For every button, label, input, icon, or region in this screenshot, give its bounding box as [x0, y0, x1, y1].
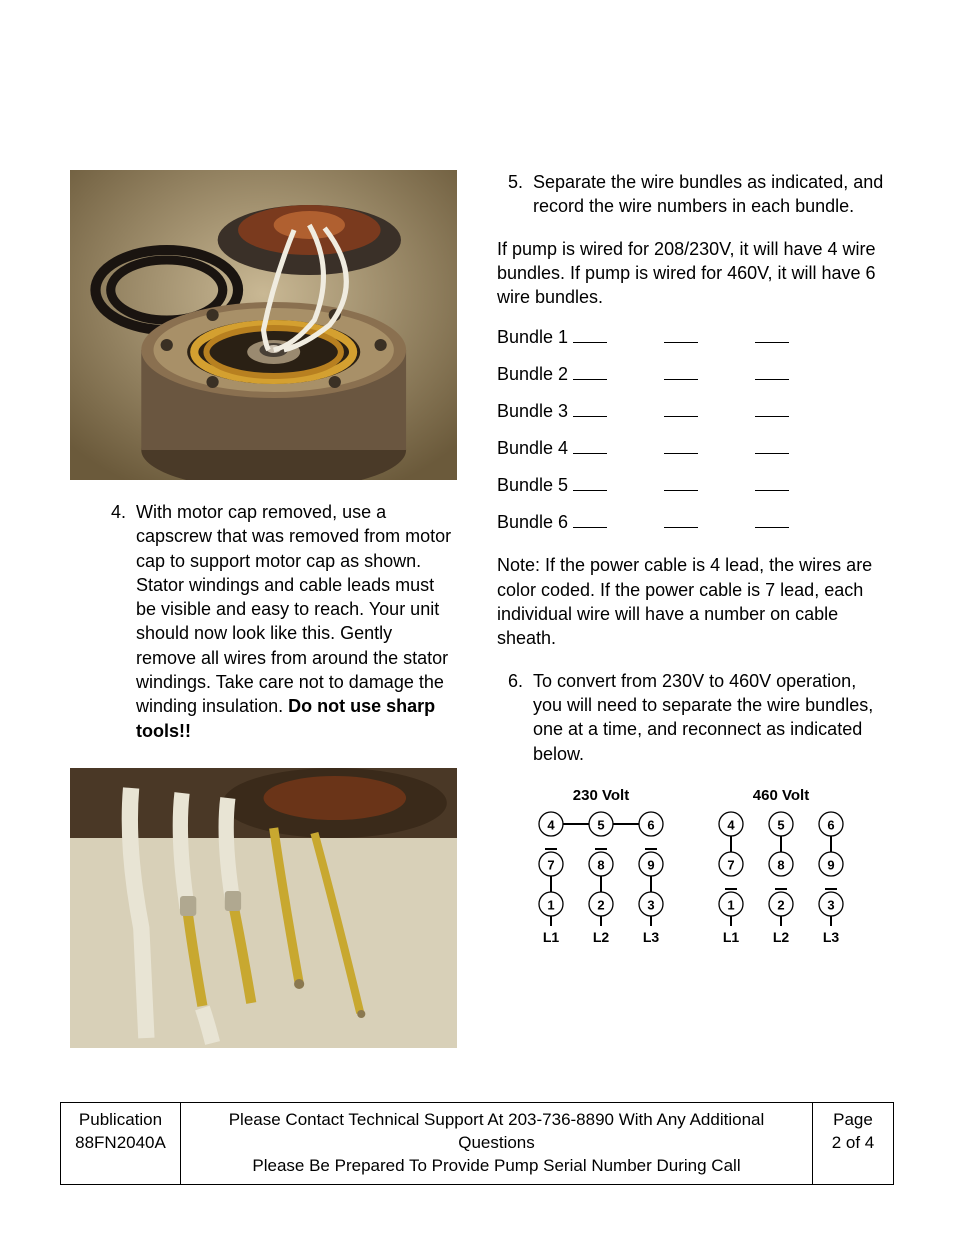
- svg-text:L1: L1: [542, 929, 559, 945]
- title-230: 230 Volt: [572, 787, 628, 804]
- page-number: 2 of 4: [823, 1132, 883, 1155]
- left-column: 4. With motor cap removed, use a capscre…: [70, 60, 457, 1048]
- svg-text:L3: L3: [642, 929, 659, 945]
- blank-field[interactable]: [755, 416, 789, 417]
- blank-field[interactable]: [664, 416, 698, 417]
- footer-page: Page 2 of 4: [813, 1103, 893, 1184]
- step-6-number: 6.: [497, 669, 523, 766]
- blank-field[interactable]: [664, 527, 698, 528]
- content-columns: 4. With motor cap removed, use a capscre…: [70, 60, 884, 1048]
- publication-label: Publication: [71, 1109, 170, 1132]
- bundle-row: Bundle 4: [497, 438, 884, 459]
- bundle-row: Bundle 6: [497, 512, 884, 533]
- page-label: Page: [823, 1109, 883, 1132]
- svg-text:6: 6: [647, 817, 654, 832]
- svg-text:7: 7: [727, 857, 734, 872]
- cable-lead-note: Note: If the power cable is 4 lead, the …: [497, 553, 884, 650]
- svg-text:2: 2: [777, 897, 784, 912]
- step-4-body: With motor cap removed, use a capscrew t…: [136, 502, 451, 716]
- bundle-row: Bundle 5: [497, 475, 884, 496]
- bundle-label: Bundle 6: [497, 512, 568, 533]
- blank-field[interactable]: [664, 490, 698, 491]
- blank-field[interactable]: [573, 490, 607, 491]
- step-4-text: With motor cap removed, use a capscrew t…: [136, 500, 457, 743]
- footer-publication: Publication 88FN2040A: [61, 1103, 181, 1184]
- svg-text:5: 5: [597, 817, 604, 832]
- blank-field[interactable]: [755, 379, 789, 380]
- blank-field[interactable]: [573, 379, 607, 380]
- svg-text:L2: L2: [772, 929, 789, 945]
- blank-field[interactable]: [755, 342, 789, 343]
- diagram-460v: 4 5 6 7 8 9 1 2 3 L1 L2 L3: [719, 812, 843, 945]
- photo-wire-bundles: [70, 768, 457, 1048]
- blank-field[interactable]: [573, 342, 607, 343]
- blank-field[interactable]: [664, 342, 698, 343]
- blank-field[interactable]: [573, 527, 607, 528]
- svg-text:L2: L2: [592, 929, 609, 945]
- blank-field[interactable]: [573, 416, 607, 417]
- step-4-number: 4.: [100, 500, 126, 743]
- support-line-1: Please Contact Technical Support At 203-…: [191, 1109, 802, 1155]
- svg-text:4: 4: [727, 817, 735, 832]
- svg-text:9: 9: [647, 857, 654, 872]
- svg-text:3: 3: [647, 897, 654, 912]
- svg-text:6: 6: [827, 817, 834, 832]
- blank-field[interactable]: [755, 490, 789, 491]
- step-5-text: Separate the wire bundles as indicated, …: [533, 170, 884, 219]
- bundle-label: Bundle 5: [497, 475, 568, 496]
- wiring-diagram: 230 Volt 460 Volt 4 5 6 7 8 9 1 2 3 L1 L2 L3 4 5 6 7 8 9…: [511, 784, 871, 954]
- svg-text:1: 1: [547, 897, 554, 912]
- svg-text:3: 3: [827, 897, 834, 912]
- svg-text:L1: L1: [722, 929, 739, 945]
- svg-text:1: 1: [727, 897, 734, 912]
- bundle-label: Bundle 2: [497, 364, 568, 385]
- blank-field[interactable]: [573, 453, 607, 454]
- svg-text:L3: L3: [822, 929, 839, 945]
- svg-text:8: 8: [777, 857, 784, 872]
- publication-number: 88FN2040A: [71, 1132, 170, 1155]
- blank-field[interactable]: [755, 453, 789, 454]
- step-5-number: 5.: [497, 170, 523, 219]
- blank-field[interactable]: [664, 379, 698, 380]
- svg-text:8: 8: [597, 857, 604, 872]
- title-460: 460 Volt: [752, 787, 808, 804]
- step-5: 5. Separate the wire bundles as indicate…: [497, 170, 884, 219]
- bundle-label: Bundle 3: [497, 401, 568, 422]
- bundle-row: Bundle 1: [497, 327, 884, 348]
- bundle-row: Bundle 2: [497, 364, 884, 385]
- svg-text:5: 5: [777, 817, 784, 832]
- diagram-230v: 4 5 6 7 8 9 1 2 3 L1 L2 L3: [539, 812, 663, 945]
- svg-text:7: 7: [547, 857, 554, 872]
- bundle-row: Bundle 3: [497, 401, 884, 422]
- step-6: 6. To convert from 230V to 460V operatio…: [497, 669, 884, 766]
- footer-table: Publication 88FN2040A Please Contact Tec…: [60, 1102, 894, 1185]
- blank-field[interactable]: [755, 527, 789, 528]
- bundle-record-table: Bundle 1 Bundle 2 Bundle 3 Bundle 4 Bundle 5…: [497, 327, 884, 533]
- right-column: 5. Separate the wire bundles as indicate…: [497, 60, 884, 1048]
- svg-text:2: 2: [597, 897, 604, 912]
- svg-text:4: 4: [547, 817, 555, 832]
- footer-support: Please Contact Technical Support At 203-…: [181, 1103, 813, 1184]
- bundle-label: Bundle 1: [497, 327, 568, 348]
- blank-field[interactable]: [664, 453, 698, 454]
- step-6-text: To convert from 230V to 460V operation, …: [533, 669, 884, 766]
- photo-motor-top: [70, 170, 457, 480]
- step-4: 4. With motor cap removed, use a capscre…: [70, 500, 457, 743]
- support-line-2: Please Be Prepared To Provide Pump Seria…: [191, 1155, 802, 1178]
- bundle-label: Bundle 4: [497, 438, 568, 459]
- bundle-count-note: If pump is wired for 208/230V, it will h…: [497, 237, 884, 310]
- svg-text:9: 9: [827, 857, 834, 872]
